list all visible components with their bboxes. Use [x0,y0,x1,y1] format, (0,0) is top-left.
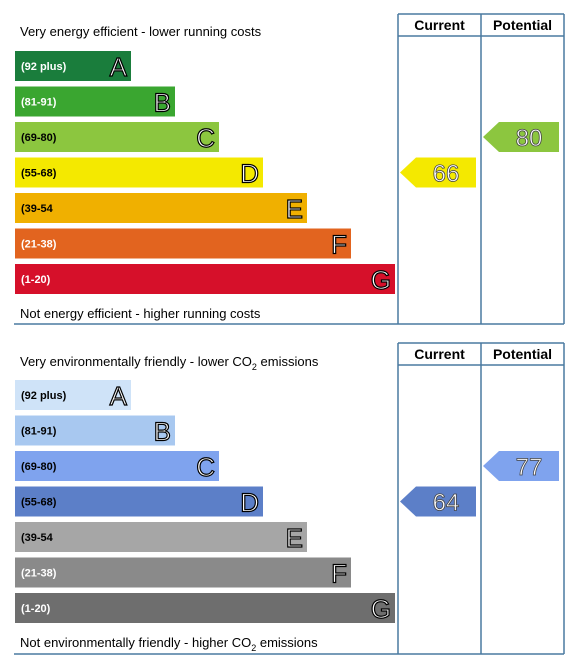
band-letter: E [286,523,303,553]
band-c: (69-80) C [15,122,219,154]
band-range-label: (39-54 [21,203,54,215]
band-letter: B [154,88,171,118]
band-bar [15,415,175,446]
band-bar [15,380,131,410]
potential-rating-arrow-value: 80 [516,125,543,152]
energy-efficiency-panel: Very energy efficient - lower running co… [14,13,565,325]
band-b: (81-91) B [15,415,175,447]
band-letter: B [154,417,171,447]
band-letter: G [371,265,391,295]
band-letter: D [240,159,259,189]
band-b: (81-91) B [15,86,175,118]
band-bar [15,593,395,623]
band-f: (21-38) F [15,557,351,589]
top-caption-text: Very environmentally friendly - lower CO [20,354,252,369]
current-rating-arrow: 64 [400,486,476,517]
band-bar [15,451,219,481]
current-header: Current [414,346,465,362]
potential-rating-arrow-value: 77 [516,454,543,481]
bottom-caption-end: emissions [256,635,318,650]
band-range-label: (55-68) [21,497,57,509]
band-bar [15,86,175,117]
top-caption: Very environmentally friendly - lower CO… [20,354,319,372]
band-letter: F [331,559,347,589]
band-range-label: (21-38) [21,568,57,580]
band-letter: C [196,452,215,482]
band-letter: G [371,594,391,624]
potential-header: Potential [493,346,552,362]
band-d: (55-68) D [15,486,263,518]
band-letter: F [331,230,347,260]
band-range-label: (55-68) [21,168,57,180]
potential-rating-arrow: 77 [483,451,559,481]
top-caption-subscript: 2 [252,362,257,372]
band-range-label: (1-20) [21,274,51,286]
band-range-label: (69-80) [21,461,57,473]
band-bar [15,51,131,81]
band-range-label: (92 plus) [21,390,67,402]
band-range-label: (69-80) [21,132,57,144]
band-e: (39-54 E [15,193,307,225]
band-range-label: (1-20) [21,603,51,615]
band-range-label: (92 plus) [21,61,67,73]
band-range-label: (81-91) [21,97,57,109]
current-rating-arrow-value: 64 [433,490,460,517]
band-bar [15,122,219,152]
top-caption-end: emissions [257,354,319,369]
current-rating-arrow-shape [400,486,476,517]
potential-header: Potential [493,17,552,33]
bottom-caption: Not environmentally friendly - higher CO… [20,635,318,653]
band-range-label: (21-38) [21,239,57,251]
bottom-caption: Not energy efficient - higher running co… [20,306,261,321]
band-g: (1-20) G [15,264,395,296]
environmental-impact-panel: Very environmentally friendly - lower CO… [14,342,565,655]
rating-arrows: 66 80 [400,122,559,188]
band-bar [15,157,263,188]
band-bar [15,486,263,517]
band-bar [15,264,395,294]
band-a: (92 plus) A [15,380,131,412]
band-letter: A [110,381,128,411]
bottom-caption-subscript: 2 [251,643,256,653]
band-range-label: (81-91) [21,426,57,438]
band-bar [15,557,351,588]
current-rating-arrow: 66 [400,157,476,188]
rating-bands: (92 plus) A (81-91) B (69-80) C (55-68) D (39-54… [15,51,395,296]
band-f: (21-38) F [15,228,351,260]
rating-arrows: 64 77 [400,451,559,517]
band-letter: D [240,488,259,518]
band-bar [15,522,307,552]
band-c: (69-80) C [15,451,219,483]
bottom-caption-text: Not environmentally friendly - higher CO [20,635,251,650]
current-rating-arrow-value: 66 [433,161,460,188]
band-e: (39-54 E [15,522,307,554]
current-header: Current [414,17,465,33]
rating-bands: (92 plus) A (81-91) B (69-80) C (55-68) D (39-54… [15,380,395,625]
current-rating-arrow-shape [400,157,476,188]
band-a: (92 plus) A [15,51,131,83]
band-g: (1-20) G [15,593,395,625]
potential-rating-arrow-shape [483,122,559,152]
band-letter: E [286,194,303,224]
potential-rating-arrow: 80 [483,122,559,152]
band-bar [15,228,351,259]
potential-rating-arrow-shape [483,451,559,481]
band-bar [15,193,307,223]
band-d: (55-68) D [15,157,263,189]
band-letter: A [110,52,128,82]
band-range-label: (39-54 [21,532,54,544]
band-letter: C [196,123,215,153]
top-caption: Very energy efficient - lower running co… [20,24,262,39]
